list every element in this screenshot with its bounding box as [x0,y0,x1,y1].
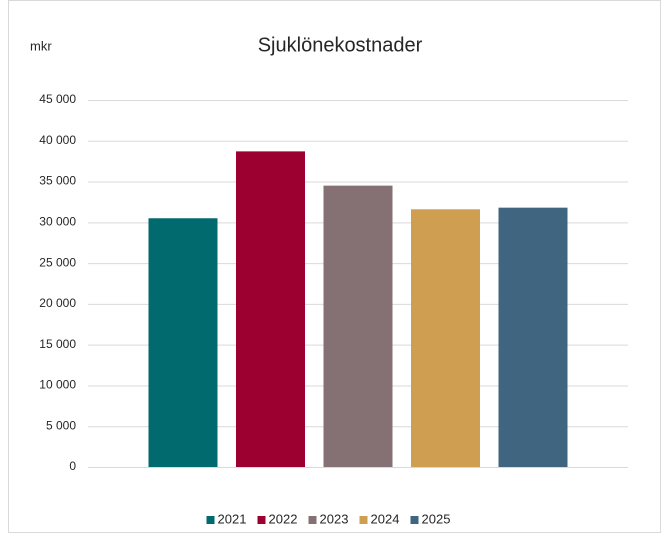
legend-label: 2022 [269,511,298,526]
legend-swatch [206,516,215,524]
legend-label: 2024 [371,511,400,526]
bar [148,218,218,467]
legend-swatch [410,516,419,524]
y-tick-label: 15 000 [39,337,76,351]
bar [411,209,480,468]
y-tick-label: 0 [69,459,76,473]
legend-swatch [359,516,368,524]
y-tick-label: 45 000 [39,92,76,106]
bar [236,151,305,467]
y-tick-label: 30 000 [39,215,76,229]
chart-title: Sjuklönekostnader [258,34,423,56]
bar [498,207,568,468]
y-tick-label: 25 000 [39,255,76,269]
y-tick-label: 35 000 [39,174,76,188]
y-axis-label: mkr [30,38,52,53]
bar [323,185,393,467]
legend-label: 2023 [320,511,349,526]
legend-swatch [257,516,266,524]
y-tick-label: 5 000 [46,418,76,432]
y-tick-label: 20 000 [39,296,76,310]
legend-label: 2021 [218,511,247,526]
legend-swatch [308,516,317,524]
y-tick-label: 10 000 [39,378,76,392]
legend-label: 2025 [422,511,451,526]
y-tick-label: 40 000 [39,133,76,147]
